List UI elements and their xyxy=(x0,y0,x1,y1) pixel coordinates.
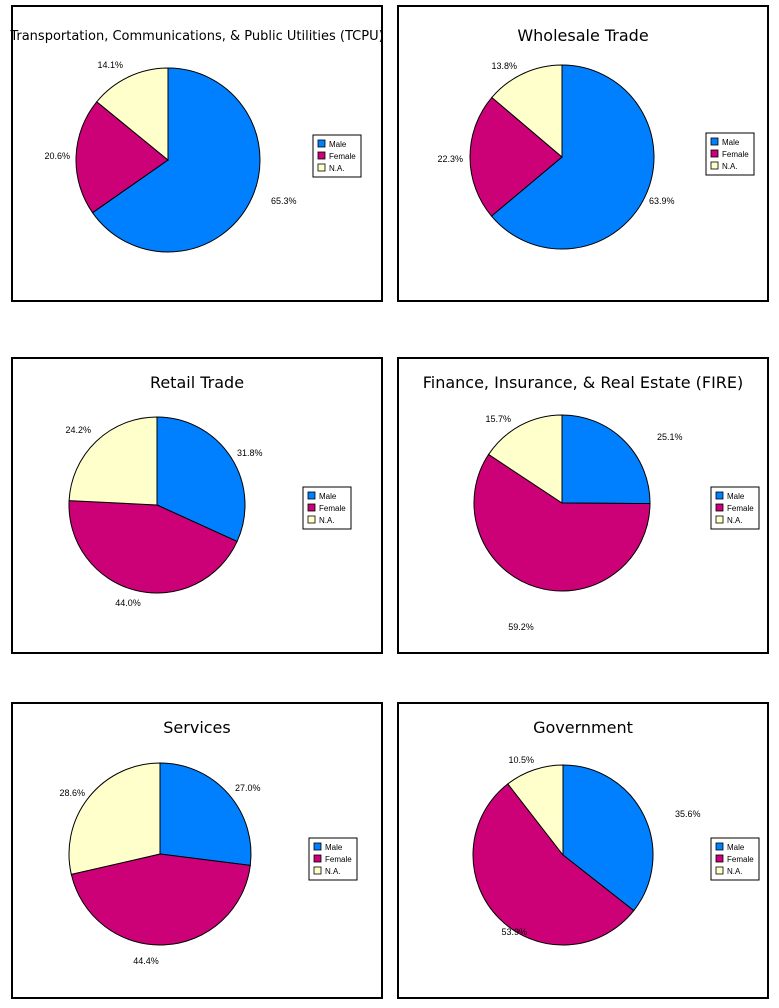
data-label: 27.0% xyxy=(235,783,261,793)
legend-swatch xyxy=(308,504,315,511)
pie-chart-panel: Services 27.0% 44.4% 28.6% Male Female N.A. xyxy=(11,702,383,999)
legend-label: Male xyxy=(329,140,347,149)
legend-label: Male xyxy=(319,492,337,501)
chart-title: Wholesale Trade xyxy=(517,26,648,45)
chart-legend: Male Female N.A. xyxy=(313,135,361,177)
pie-slice-male xyxy=(160,763,251,865)
legend-label: N.A. xyxy=(722,162,738,171)
data-label: 28.6% xyxy=(59,788,85,798)
pie-chart-panel: Government 35.6% 53.9% 10.5% Male Female N.A. xyxy=(397,702,769,999)
legend-swatch xyxy=(318,164,325,171)
chart-legend: Male Female N.A. xyxy=(711,838,759,880)
pie-chart: Services 27.0% 44.4% 28.6% Male Female N.A. xyxy=(13,704,381,997)
data-label: 24.2% xyxy=(65,425,91,435)
data-label: 15.7% xyxy=(485,414,511,424)
legend-label: Female xyxy=(325,855,352,864)
legend-swatch xyxy=(716,516,723,523)
chart-legend: Male Female N.A. xyxy=(303,487,351,529)
pie-chart: Retail Trade 31.8% 44.0% 24.2% Male Female N.A… xyxy=(13,359,381,652)
chart-title: Services xyxy=(163,718,230,737)
pie-slice-male xyxy=(562,415,650,504)
legend-swatch xyxy=(308,492,315,499)
legend-swatch xyxy=(716,492,723,499)
chart-title: Retail Trade xyxy=(150,373,244,392)
legend-swatch xyxy=(711,150,718,157)
pie-chart: Transportation, Communications, & Public… xyxy=(13,7,381,300)
legend-swatch xyxy=(314,867,321,874)
legend-label: N.A. xyxy=(325,867,341,876)
chart-legend: Male Female N.A. xyxy=(711,487,759,529)
pie-chart-panel: Retail Trade 31.8% 44.0% 24.2% Male Female N.A… xyxy=(11,357,383,654)
pie-chart: Finance, Insurance, & Real Estate (FIRE)… xyxy=(399,359,767,652)
data-label: 63.9% xyxy=(649,196,675,206)
legend-swatch xyxy=(716,843,723,850)
data-label: 14.1% xyxy=(97,60,123,70)
chart-legend: Male Female N.A. xyxy=(309,838,357,880)
legend-swatch xyxy=(716,504,723,511)
legend-label: Male xyxy=(325,843,343,852)
chart-legend: Male Female N.A. xyxy=(706,133,754,175)
pie-chart-panel: Finance, Insurance, & Real Estate (FIRE)… xyxy=(397,357,769,654)
legend-label: Female xyxy=(329,152,356,161)
legend-label: Female xyxy=(722,150,749,159)
pie-chart-panel: Wholesale Trade 63.9% 22.3% 13.8% Male Female… xyxy=(397,5,769,302)
legend-label: Male xyxy=(727,492,745,501)
pie-chart: Government 35.6% 53.9% 10.5% Male Female N.A. xyxy=(399,704,767,997)
legend-label: N.A. xyxy=(319,516,335,525)
legend-swatch xyxy=(711,162,718,169)
legend-swatch xyxy=(318,152,325,159)
data-label: 53.9% xyxy=(501,927,527,937)
data-label: 22.3% xyxy=(437,154,463,164)
data-label: 59.2% xyxy=(508,622,534,632)
legend-label: Female xyxy=(319,504,346,513)
chart-title: Transportation, Communications, & Public… xyxy=(9,29,383,44)
chart-title: Finance, Insurance, & Real Estate (FIRE) xyxy=(423,373,744,392)
legend-swatch xyxy=(716,867,723,874)
legend-label: Female xyxy=(727,855,754,864)
legend-swatch xyxy=(711,138,718,145)
chart-title: Government xyxy=(533,718,633,737)
data-label: 20.6% xyxy=(44,151,70,161)
legend-swatch xyxy=(716,855,723,862)
legend-label: Male xyxy=(722,138,740,147)
data-label: 44.0% xyxy=(115,598,141,608)
legend-label: Female xyxy=(727,504,754,513)
legend-label: N.A. xyxy=(329,164,345,173)
legend-swatch xyxy=(308,516,315,523)
legend-label: Male xyxy=(727,843,745,852)
data-label: 44.4% xyxy=(133,956,159,966)
legend-swatch xyxy=(314,855,321,862)
data-label: 35.6% xyxy=(675,809,701,819)
pie-chart-panel: Transportation, Communications, & Public… xyxy=(11,5,383,302)
data-label: 31.8% xyxy=(237,448,263,458)
legend-swatch xyxy=(314,843,321,850)
legend-label: N.A. xyxy=(727,516,743,525)
legend-swatch xyxy=(318,140,325,147)
pie-chart: Wholesale Trade 63.9% 22.3% 13.8% Male Female… xyxy=(399,7,767,300)
legend-label: N.A. xyxy=(727,867,743,876)
data-label: 10.5% xyxy=(508,755,534,765)
data-label: 65.3% xyxy=(271,196,297,206)
data-label: 13.8% xyxy=(491,61,517,71)
data-label: 25.1% xyxy=(657,432,683,442)
